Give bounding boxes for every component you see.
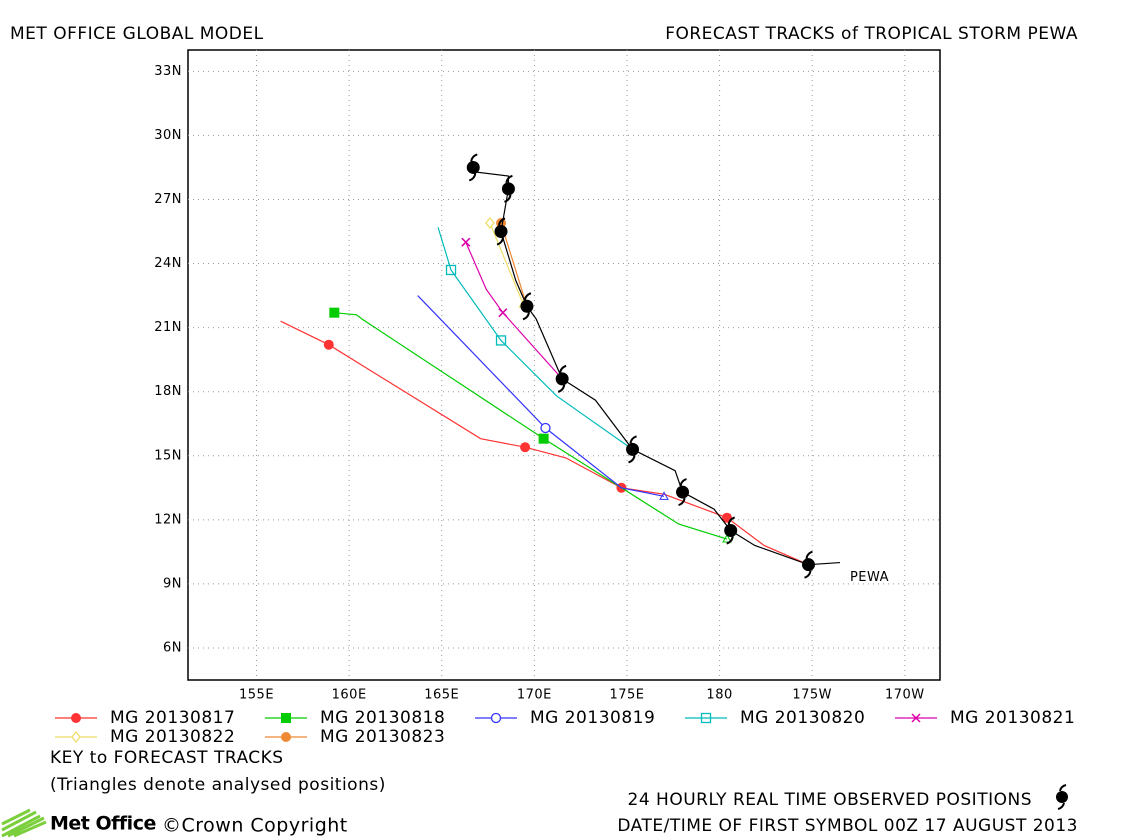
x-tick-label: 160E: [332, 688, 367, 703]
y-tick-label: 33N: [154, 64, 182, 79]
marker: [540, 422, 551, 434]
legend-marker: [911, 713, 921, 723]
logo-mark: [1, 808, 47, 838]
y-tick-label: 6N: [163, 640, 182, 655]
analysed-triangle: [659, 491, 669, 500]
observed-symbol-key: [1056, 784, 1068, 810]
legend-label: MG 20130822: [110, 727, 235, 747]
symbol-arms: [557, 364, 567, 393]
y-tick-label: 21N: [154, 320, 182, 335]
observed-track: [472, 167, 841, 566]
storm-label: PEWA: [850, 570, 889, 585]
observed-symbol: [801, 550, 815, 579]
key-note: (Triangles denote analysed positions): [50, 775, 386, 795]
marker: [461, 237, 471, 247]
x-tick-label: 180: [706, 688, 732, 703]
analysed-triangle: [722, 534, 732, 543]
marker: [520, 442, 531, 453]
y-tick-label: 30N: [154, 128, 182, 143]
legend-label: MG 20130819: [530, 708, 655, 728]
observed-symbol: [520, 292, 534, 321]
legend-label: MG 20130823: [320, 727, 445, 747]
marker: [329, 307, 340, 318]
y-tick-label: 15N: [154, 448, 182, 463]
observed-symbol: [676, 478, 690, 507]
x-tick-label: 155E: [239, 688, 274, 703]
marker: [445, 264, 457, 276]
x-tick-label: 170W: [885, 688, 925, 703]
x-tick-label: 170E: [517, 688, 552, 703]
symbol-core: [501, 182, 515, 196]
symbol-core: [555, 372, 569, 386]
x-tick-label: 175W: [792, 688, 832, 703]
chart-subtitle: FORECAST TRACKS of TROPICAL STORM PEWA: [665, 24, 1078, 44]
observed-symbol: [724, 516, 738, 545]
marker: [495, 335, 507, 346]
symbol-core: [466, 160, 480, 174]
legend-label: MG 20130818: [320, 708, 445, 728]
track-line: [465, 241, 563, 380]
track-line: [334, 312, 728, 540]
symbol-core: [676, 485, 690, 499]
symbol-core: [801, 558, 815, 572]
marker: [498, 308, 508, 318]
key-title: KEY to FORECAST TRACKS: [50, 748, 284, 768]
symbol-arms: [726, 516, 736, 545]
track-line: [417, 295, 665, 497]
observed-symbol: [466, 153, 480, 182]
symbol-core: [626, 442, 640, 456]
legend-marker: [281, 732, 291, 742]
symbol-arms: [678, 478, 687, 507]
legend-marker: [71, 730, 81, 744]
legend-label: MG 20130820: [740, 708, 865, 728]
marker: [538, 433, 549, 444]
logo-text: Met Office: [50, 813, 156, 835]
track-line: [280, 320, 809, 566]
observed-note: 24 HOURLY REAL TIME OBSERVED POSITIONS: [628, 790, 1032, 810]
symbol-arms: [504, 174, 513, 203]
symbol-arms: [468, 153, 478, 182]
y-tick-label: 18N: [154, 384, 182, 399]
symbol-core: [520, 299, 534, 313]
legend-marker: [490, 712, 502, 724]
x-tick-label: 175E: [609, 688, 644, 703]
track-line: [500, 222, 528, 307]
legend-label: MG 20130821: [950, 708, 1075, 728]
observed-symbol: [555, 364, 569, 393]
symbol-arms: [628, 435, 637, 464]
y-tick-label: 27N: [154, 192, 182, 207]
track-line: [437, 227, 633, 450]
plot-frame: [187, 49, 941, 681]
symbol-core: [494, 225, 508, 239]
y-tick-label: 24N: [154, 256, 182, 271]
observed-symbol: [501, 174, 515, 203]
legend-marker: [281, 713, 291, 723]
symbol-arms: [522, 292, 532, 321]
observed-symbol: [494, 217, 508, 246]
datetime-note: DATE/TIME OF FIRST SYMBOL 00Z 17 AUGUST …: [617, 816, 1078, 836]
legend-marker: [700, 712, 712, 724]
marker: [485, 216, 495, 230]
observed-symbol: [626, 435, 640, 464]
track-line: [489, 222, 524, 305]
marker: [323, 339, 334, 350]
legend-marker: [71, 713, 81, 723]
chart-title: MET OFFICE GLOBAL MODEL: [10, 24, 264, 44]
symbol-core: [724, 524, 738, 538]
x-tick-label: 165E: [424, 688, 459, 703]
y-tick-label: 12N: [154, 512, 182, 527]
legend-label: MG 20130817: [110, 708, 235, 728]
symbol-arms: [804, 550, 813, 579]
symbol-arms: [496, 217, 506, 246]
y-tick-label: 9N: [163, 576, 182, 591]
copyright: ©Crown Copyright: [162, 815, 348, 837]
